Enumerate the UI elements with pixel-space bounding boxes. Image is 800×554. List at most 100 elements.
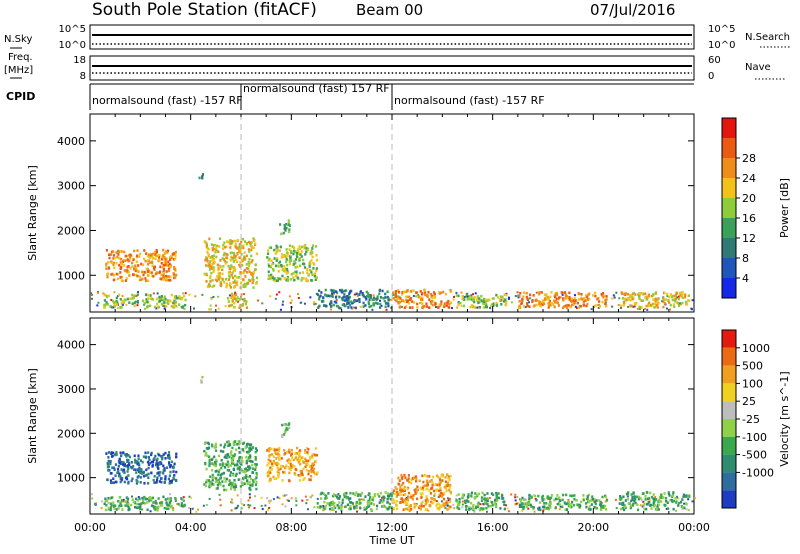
echo-cell — [428, 489, 431, 493]
echo-cell — [166, 249, 170, 253]
echo-cell — [299, 458, 302, 462]
echo-cell — [157, 463, 160, 466]
echo-cell — [587, 293, 590, 296]
speckle-point — [228, 294, 231, 297]
speckle-point — [210, 297, 213, 300]
echo-cell — [579, 504, 582, 508]
echo-cell — [297, 251, 300, 254]
speckle-point — [677, 497, 680, 500]
echo-cell — [401, 292, 404, 296]
echo-cell — [171, 305, 175, 309]
cpid-segment-label: normalsound (fast) -157 RF — [92, 94, 243, 107]
echo-cell — [565, 493, 568, 497]
echo-cell — [170, 254, 173, 258]
echo-cell — [223, 241, 226, 245]
echo-cell — [221, 480, 224, 483]
echo-cell — [212, 463, 215, 467]
echo-cell — [267, 274, 270, 277]
echo-cell — [634, 498, 637, 501]
speckle-point — [639, 504, 642, 507]
echo-cell — [140, 262, 143, 266]
speckle-point — [586, 302, 589, 305]
echo-cell — [128, 461, 131, 465]
echo-cell — [254, 458, 257, 461]
echo-cell — [448, 478, 451, 482]
echo-cell — [143, 257, 146, 261]
echo-cell — [355, 500, 358, 504]
speckle-point — [452, 503, 455, 506]
echo-cell — [538, 302, 541, 306]
speckle-point — [665, 507, 668, 510]
echo-cell — [162, 267, 166, 271]
echo-cell — [521, 295, 525, 299]
x-tick-label: 00:00 — [678, 521, 710, 534]
echo-cell — [254, 263, 257, 267]
echo-cell — [415, 488, 418, 492]
echo-cell — [587, 500, 590, 504]
speckle-point — [96, 304, 99, 307]
speckle-point — [467, 295, 470, 298]
echo-cell — [424, 499, 427, 502]
echo-cell — [207, 262, 210, 265]
echo-cell — [250, 248, 253, 252]
echo-cell — [467, 493, 470, 496]
echo-cell — [362, 305, 365, 308]
speckle-point — [311, 494, 314, 497]
echo-cell — [112, 451, 115, 455]
echo-cell — [399, 485, 402, 489]
speckle-point — [573, 294, 576, 297]
echo-cell — [637, 497, 640, 501]
echo-cell — [242, 278, 245, 281]
echo-cell — [396, 295, 400, 298]
echo-cell — [282, 231, 285, 235]
echo-cell — [449, 474, 452, 478]
colorbar-frame — [721, 117, 737, 299]
power-frame — [89, 113, 695, 313]
echo-cell — [405, 305, 408, 308]
echo-cell — [660, 500, 663, 503]
echo-cell — [254, 242, 257, 246]
speckle-point — [461, 503, 464, 506]
echo-cell — [133, 304, 136, 308]
echo-cell — [426, 475, 429, 478]
speckle-point — [455, 291, 458, 294]
echo-cell — [211, 257, 214, 261]
echo-cell — [251, 281, 254, 285]
colorbar-tick-label: 25 — [742, 395, 756, 408]
echo-cell — [169, 279, 172, 282]
echo-cell — [348, 295, 351, 299]
echo-cell — [229, 242, 232, 246]
echo-cell — [227, 465, 230, 469]
echo-cell — [285, 254, 288, 258]
echo-cell — [311, 456, 314, 459]
speckle-point — [340, 509, 343, 512]
echo-cell — [365, 290, 368, 294]
echo-cell — [675, 291, 678, 295]
echo-cell — [406, 478, 409, 482]
colorbar-swatch — [722, 330, 736, 348]
echo-cell — [522, 505, 525, 509]
echo-cell — [314, 278, 317, 282]
echo-cell — [312, 471, 316, 474]
echo-cell — [158, 480, 162, 483]
speckle-point — [611, 305, 614, 308]
speckle-point — [90, 493, 93, 496]
speckle-point — [175, 295, 178, 298]
echo-cell — [160, 261, 163, 265]
echo-cell — [360, 491, 364, 495]
echo-cell — [301, 276, 304, 280]
echo-cell — [250, 245, 253, 248]
echo-cell — [221, 277, 224, 281]
echo-cell — [266, 449, 269, 452]
echo-cell — [150, 504, 154, 508]
echo-cell — [604, 507, 608, 511]
echo-cell — [670, 498, 673, 502]
echo-cell — [139, 476, 142, 479]
echo-cell — [573, 494, 576, 497]
echo-cell — [107, 451, 111, 454]
echo-cell — [233, 279, 236, 283]
echo-cell — [141, 460, 144, 464]
echo-cell — [225, 240, 229, 243]
echo-cell — [169, 275, 172, 279]
